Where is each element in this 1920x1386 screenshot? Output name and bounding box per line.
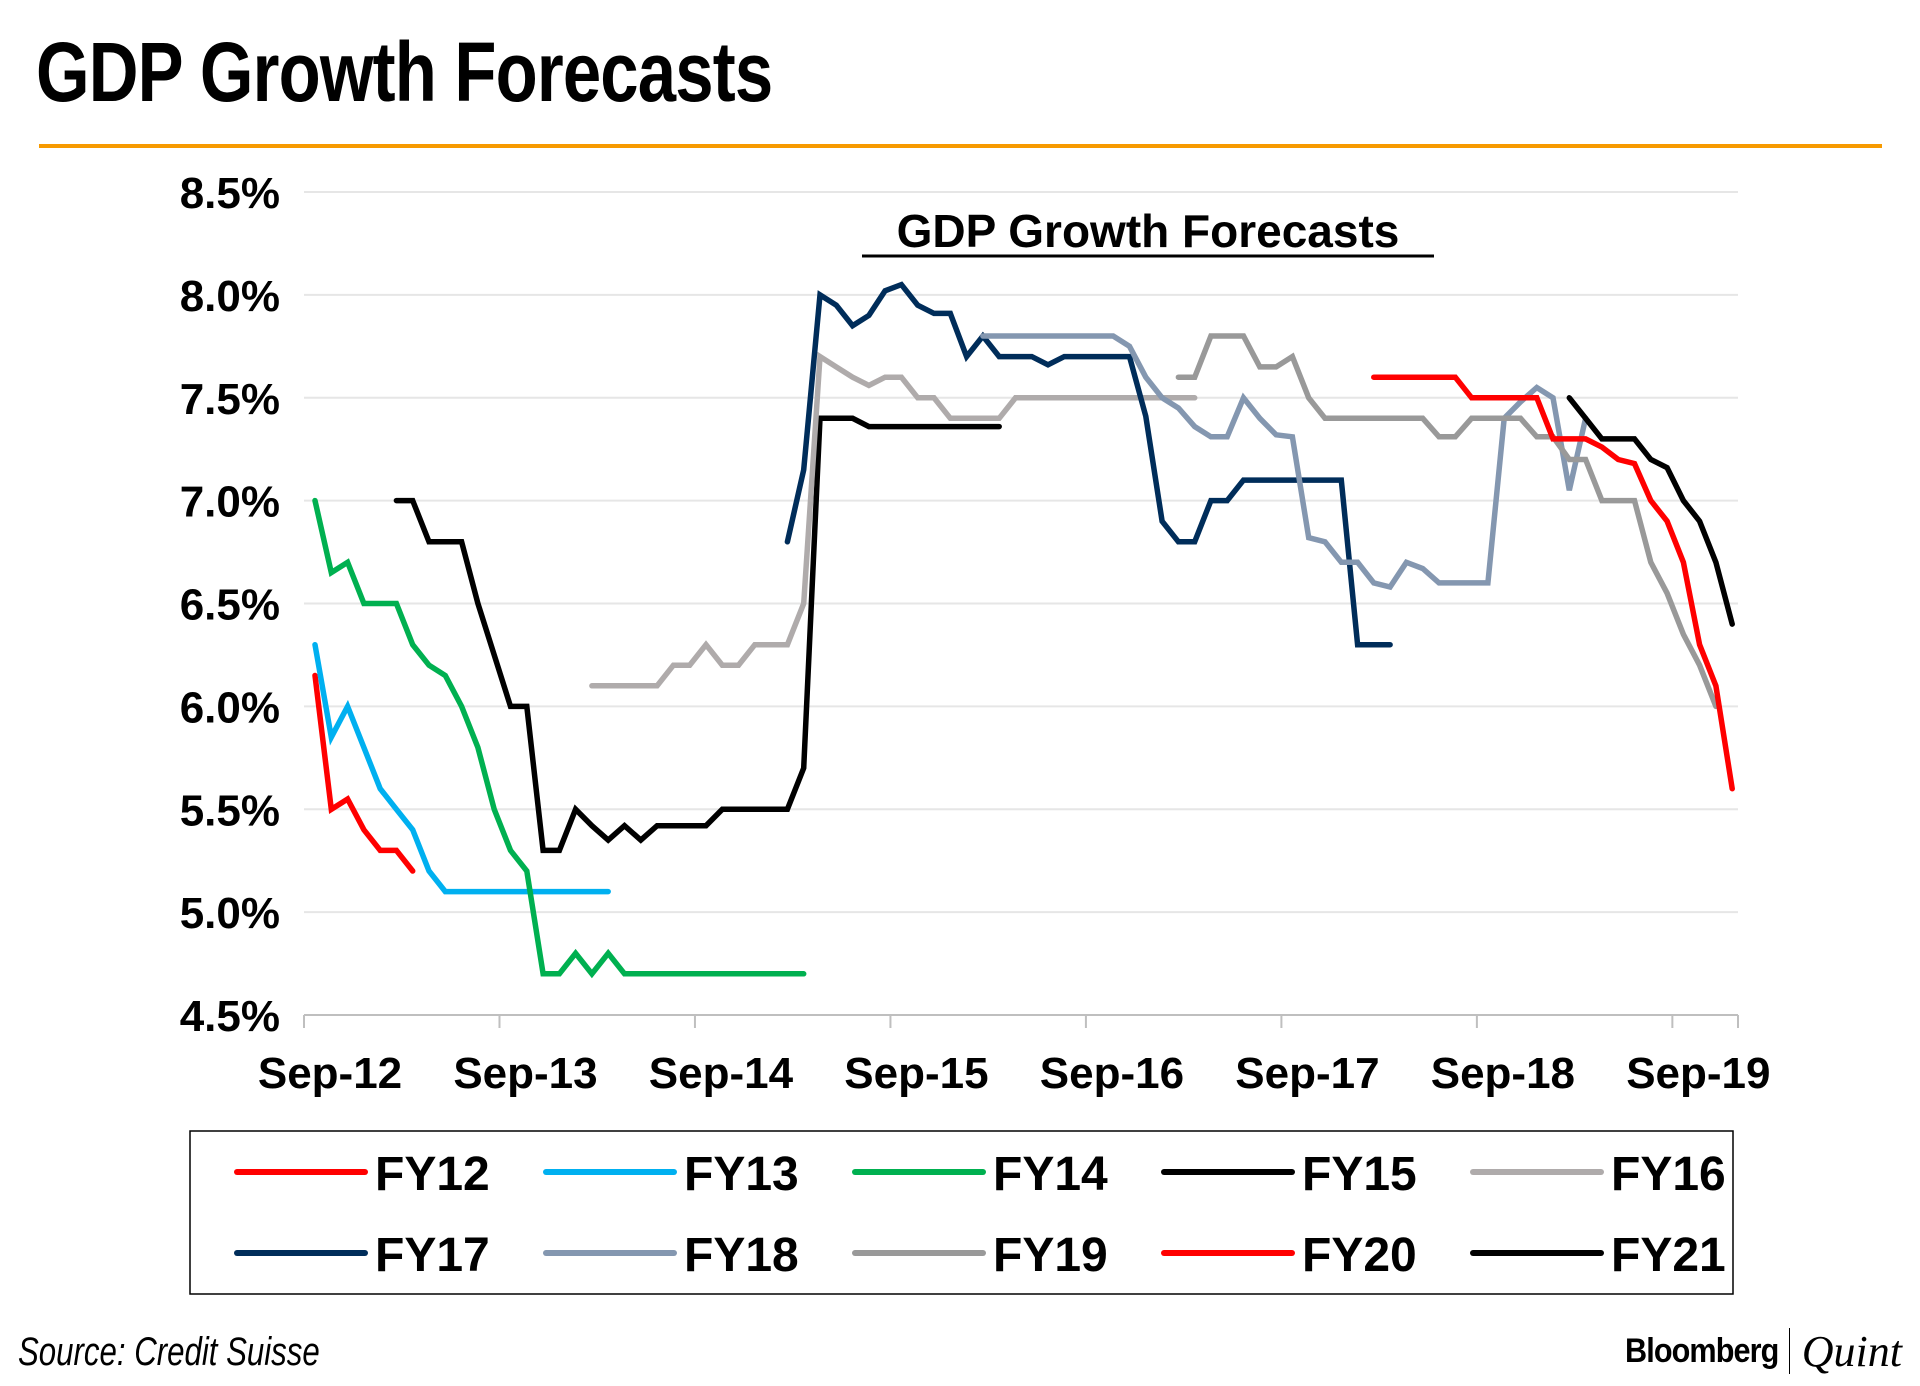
y-tick-label: 6.5%: [180, 581, 280, 630]
series-line-fy16: [589, 351, 1198, 689]
series-line-fy21: [1566, 395, 1735, 627]
legend-item-fy12: FY12: [234, 1148, 490, 1201]
legend-label: FY16: [1611, 1148, 1726, 1201]
legend-item-fy16: FY16: [1470, 1148, 1726, 1201]
brand-bloomberg: Bloomberg: [1625, 1331, 1779, 1370]
legend-item-fy20: FY20: [1161, 1229, 1417, 1282]
y-tick-label: 5.5%: [180, 786, 280, 835]
legend-label: FY12: [375, 1148, 490, 1201]
legend-label: FY20: [1302, 1229, 1417, 1282]
legend-item-fy13: FY13: [543, 1148, 799, 1201]
series-lines: [312, 281, 1735, 979]
y-tick-label: 8.0%: [180, 272, 280, 321]
legend-label: FY19: [993, 1229, 1108, 1282]
y-tick-label: 4.5%: [180, 992, 280, 1041]
series-line-fy14: [312, 497, 807, 979]
legend-label: FY13: [684, 1148, 799, 1201]
y-axis-labels: 4.5% 5.0% 5.5% 6.0% 6.5% 7.0% 7.5% 8.0% 8.5%: [180, 169, 280, 1041]
legend-item-fy18: FY18: [543, 1229, 799, 1282]
x-tick-label: Sep-16: [1040, 1049, 1184, 1098]
legend-entries: FY12 FY13 FY14 FY15 FY16 FY17 FY18 FY19 FY20 FY21: [234, 1148, 1726, 1282]
x-axis-labels: Sep-12 Sep-13 Sep-14 Sep-15 Sep-16 Sep-17 Sep-…: [258, 1049, 1771, 1098]
title-divider: [39, 144, 1882, 148]
legend-label: FY18: [684, 1229, 799, 1282]
series-line-fy15: [393, 415, 1002, 854]
y-tick-label: 6.0%: [180, 683, 280, 732]
series-line-fy18: [980, 333, 1589, 591]
legend-item-fy17: FY17: [234, 1229, 490, 1282]
chart-title: GDP Growth Forecasts: [897, 205, 1400, 257]
series-line-fy19: [1175, 333, 1719, 710]
series-line-fy12: [312, 672, 416, 874]
x-tick-label: Sep-17: [1235, 1049, 1379, 1098]
x-tick-label: Sep-14: [649, 1049, 794, 1098]
legend-item-fy14: FY14: [852, 1148, 1108, 1201]
x-tick-label: Sep-19: [1626, 1049, 1770, 1098]
source-note: Source: Credit Suisse: [18, 1330, 320, 1374]
brand-logo: Bloomberg Quint: [1608, 1326, 1902, 1376]
legend: FY12 FY13 FY14 FY15 FY16 FY17 FY18 FY19 FY20 FY21: [189, 1130, 1734, 1295]
legend-label: FY14: [993, 1148, 1108, 1201]
legend-item-fy21: FY21: [1470, 1229, 1726, 1282]
y-tick-label: 7.0%: [180, 478, 280, 527]
brand-quint: Quint: [1801, 1326, 1902, 1376]
legend-item-fy15: FY15: [1161, 1148, 1417, 1201]
gridlines: [304, 191, 1738, 914]
brand-divider: [1788, 1328, 1790, 1374]
series-line-fy20: [1371, 374, 1735, 792]
legend-item-fy19: FY19: [852, 1229, 1108, 1282]
x-axis: [303, 1014, 1739, 1028]
legend-label: FY21: [1611, 1229, 1726, 1282]
legend-label: FY15: [1302, 1148, 1417, 1201]
legend-label: FY17: [375, 1229, 490, 1282]
y-tick-label: 7.5%: [180, 375, 280, 424]
x-tick-label: Sep-18: [1431, 1049, 1575, 1098]
x-tick-label: Sep-12: [258, 1049, 402, 1098]
page-title: GDP Growth Forecasts: [36, 25, 773, 119]
y-tick-label: 8.5%: [180, 169, 280, 218]
x-tick-label: Sep-15: [844, 1049, 988, 1098]
y-tick-label: 5.0%: [180, 889, 280, 938]
legend-box: [189, 1130, 1734, 1295]
series-line-fy17: [784, 281, 1393, 648]
x-tick-label: Sep-13: [453, 1049, 597, 1098]
series-line-fy13: [312, 641, 611, 895]
chart-title-group: GDP Growth Forecasts: [862, 205, 1434, 258]
